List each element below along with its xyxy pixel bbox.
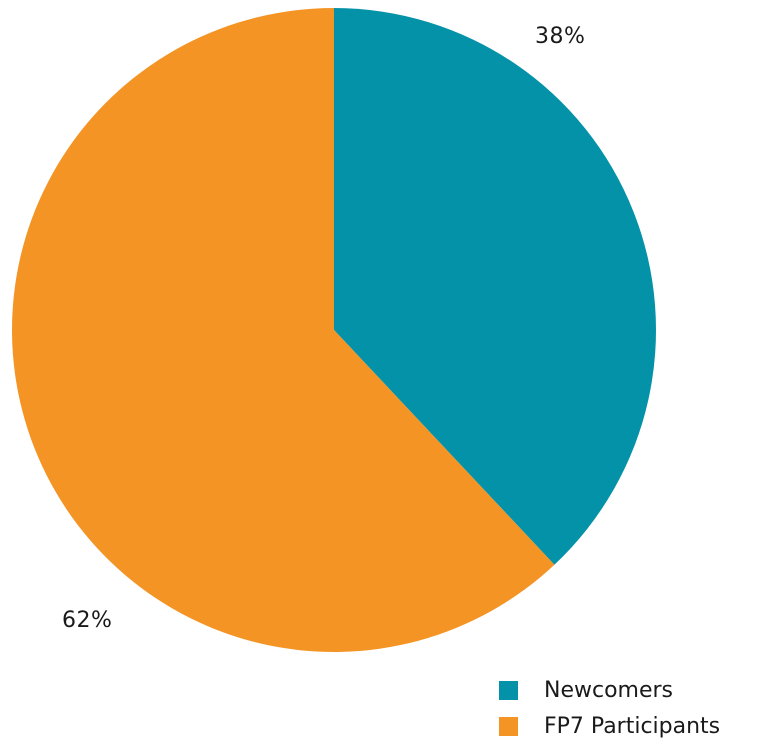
pie-slice-newcomers xyxy=(334,8,656,565)
legend-item-newcomers: Newcomers xyxy=(499,672,720,708)
legend-item-fp7-participants: FP7 Participants xyxy=(499,708,720,744)
slice-label-newcomers: 38% xyxy=(535,24,586,49)
slice-label-fp7-participants: 62% xyxy=(62,608,113,633)
legend-swatch-newcomers xyxy=(499,680,518,700)
legend-label-newcomers: Newcomers xyxy=(544,677,674,703)
legend-label-fp7-participants: FP7 Participants xyxy=(544,713,721,739)
legend-swatch-fp7-participants xyxy=(499,716,518,736)
pie-slice-fp7-participants xyxy=(11,8,555,652)
legend: Newcomers FP7 Participants xyxy=(499,672,720,744)
